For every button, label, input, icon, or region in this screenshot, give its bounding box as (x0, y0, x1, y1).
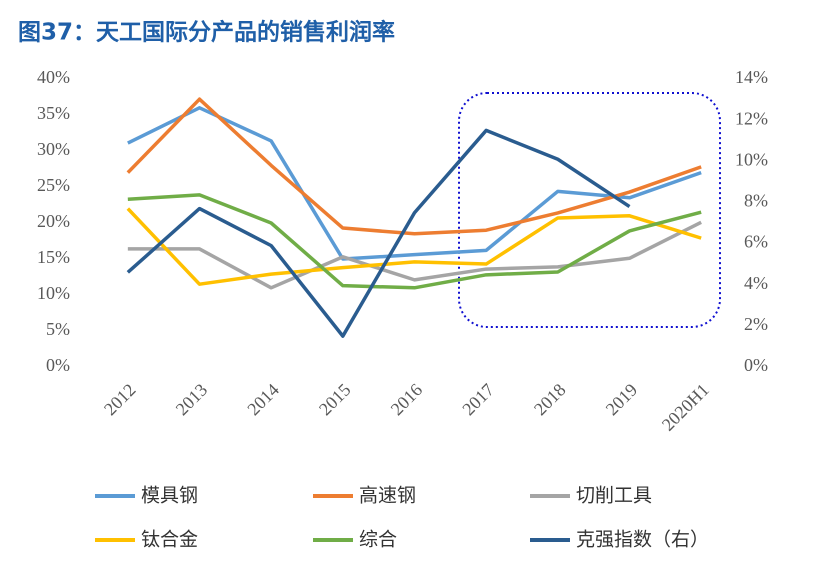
legend-label: 钛合金 (141, 529, 198, 551)
x-tick-label: 2020H1 (658, 380, 713, 435)
x-tick-label: 2016 (387, 380, 427, 420)
y-tick-label: 25% (37, 175, 70, 195)
legend-label: 模具钢 (141, 485, 198, 507)
legend-label: 综合 (359, 529, 397, 551)
y2-tick-label: 10% (735, 149, 768, 169)
y2-tick-label: 8% (744, 191, 768, 211)
x-tick-label: 2015 (315, 380, 355, 420)
x-tick-label: 2014 (243, 380, 283, 420)
y2-tick-label: 14% (735, 67, 768, 87)
x-tick-label: 2012 (100, 380, 140, 420)
series-line (126, 97, 702, 236)
y2-tick-label: 0% (744, 355, 768, 375)
series-line (127, 193, 702, 290)
legend-label: 克强指数（右） (576, 529, 709, 551)
y-tick-label: 15% (37, 247, 70, 267)
series-line (127, 106, 702, 261)
y-tick-label: 40% (37, 67, 70, 87)
y2-tick-label: 6% (744, 232, 768, 252)
y-tick-label: 0% (46, 355, 70, 375)
legend-label: 高速钢 (359, 485, 416, 507)
x-tick-label: 2019 (602, 380, 642, 420)
y-tick-label: 35% (37, 103, 70, 123)
x-tick-label: 2013 (172, 380, 212, 420)
chart-title: 图37：天工国际分产品的销售利润率 (18, 19, 395, 46)
x-tick-label: 2017 (458, 380, 498, 420)
y2-tick-label: 2% (744, 314, 768, 334)
legend-label: 切削工具 (576, 485, 652, 507)
y-tick-label: 10% (37, 283, 70, 303)
series-line (126, 128, 631, 338)
y-tick-label: 20% (37, 211, 70, 231)
y2-tick-label: 12% (735, 108, 768, 128)
y2-tick-label: 4% (744, 273, 768, 293)
series-line (127, 220, 702, 290)
y-tick-label: 5% (46, 319, 70, 339)
series-line (126, 207, 702, 286)
highlight-box (458, 92, 721, 328)
y-tick-label: 30% (37, 139, 70, 159)
x-tick-label: 2018 (530, 380, 570, 420)
